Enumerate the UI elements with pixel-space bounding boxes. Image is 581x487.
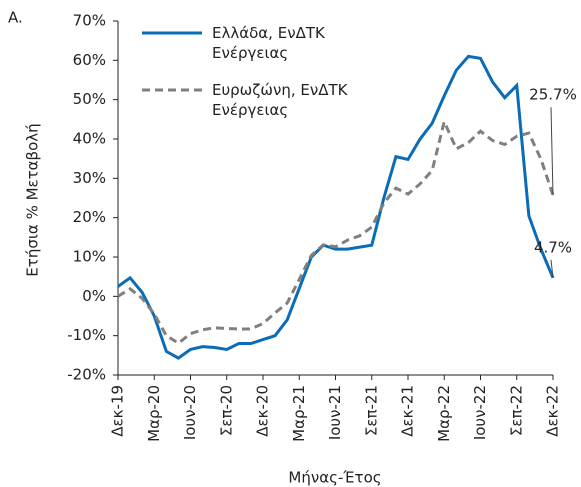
y-tick-label: 30%	[73, 169, 106, 187]
value-label: 4.7%	[534, 238, 572, 256]
x-tick-label: Ιουν-22	[471, 385, 489, 440]
x-tick-label: Δεκ-22	[544, 385, 562, 437]
x-tick-label: Δεκ-21	[399, 385, 417, 437]
y-tick-label: -20%	[67, 366, 106, 384]
x-tick-label: Σεπ-20	[217, 385, 235, 436]
x-tick-label: Μαρ-21	[290, 385, 308, 442]
x-tick-label: Μαρ-22	[435, 385, 453, 442]
x-tick-label: Ιουν-21	[326, 385, 344, 440]
panel-label: A.	[8, 9, 23, 27]
x-axis-label: Μήνας-Έτος	[288, 469, 381, 487]
x-tick-label: Σεπ-22	[507, 385, 525, 436]
y-tick-label: 20%	[73, 208, 106, 226]
y-tick-label: 0%	[82, 287, 106, 305]
legend-label: Ελλάδα, ΕνΔΤΚ Ενέργειας	[212, 24, 325, 62]
x-tick-label: Ιουν-20	[181, 385, 199, 440]
label-leader	[550, 107, 554, 196]
y-tick-label: 40%	[73, 130, 106, 148]
x-tick-label: Δεκ-19	[109, 385, 127, 437]
y-tick-label: 10%	[73, 248, 106, 266]
y-tick-label: 70%	[73, 12, 106, 30]
y-tick-label: 60%	[73, 51, 106, 69]
value-label: 25.7%	[529, 86, 577, 104]
series-line	[117, 117, 555, 345]
x-tick-label: Μαρ-20	[145, 385, 163, 442]
y-axis-label: Ετήσια % Μεταβολή	[24, 123, 42, 276]
series-line	[117, 54, 555, 360]
legend-label: Ευρωζώνη, ΕνΔΤΚ Ενέργειας	[212, 81, 348, 119]
x-tick-label: Σεπ-21	[362, 385, 380, 436]
y-tick-label: 50%	[73, 90, 106, 108]
label-leader	[550, 259, 554, 278]
x-tick-label: Δεκ-20	[254, 385, 272, 437]
y-tick-label: -10%	[67, 326, 106, 344]
